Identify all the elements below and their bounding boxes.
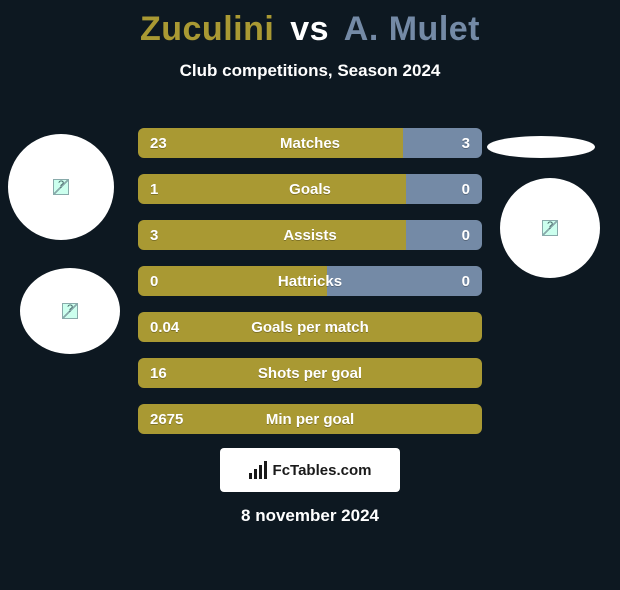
stat-row: 30Assists: [138, 220, 482, 250]
comparison-title: Zuculini vs A. Mulet: [0, 10, 620, 49]
stat-row: 0.04Goals per match: [138, 312, 482, 342]
player2-photo-placeholder: [500, 178, 600, 278]
logo-text: FcTables.com: [273, 462, 372, 479]
image-placeholder-icon: [53, 179, 69, 195]
stat-row: 00Hattricks: [138, 266, 482, 296]
stat-label: Matches: [138, 135, 482, 152]
stat-row: 233Matches: [138, 128, 482, 158]
stat-label: Assists: [138, 227, 482, 244]
stat-label: Min per goal: [138, 411, 482, 428]
subtitle: Club competitions, Season 2024: [0, 61, 620, 81]
stat-label: Shots per goal: [138, 365, 482, 382]
decorative-ellipse: [487, 136, 595, 158]
player1-photo-placeholder-2: [20, 268, 120, 354]
stat-row: 16Shots per goal: [138, 358, 482, 388]
vs-text: vs: [290, 10, 329, 48]
player1-name: Zuculini: [140, 10, 274, 48]
image-placeholder-icon: [542, 220, 558, 236]
stat-label: Hattricks: [138, 273, 482, 290]
player1-photo-placeholder-1: [8, 134, 114, 240]
stat-label: Goals per match: [138, 319, 482, 336]
stat-label: Goals: [138, 181, 482, 198]
player2-name: A. Mulet: [344, 10, 480, 48]
fctables-logo: FcTables.com: [220, 448, 400, 492]
stat-row: 2675Min per goal: [138, 404, 482, 434]
logo-bars-icon: [249, 461, 267, 479]
stat-row: 10Goals: [138, 174, 482, 204]
generation-date: 8 november 2024: [0, 506, 620, 526]
image-placeholder-icon: [62, 303, 78, 319]
